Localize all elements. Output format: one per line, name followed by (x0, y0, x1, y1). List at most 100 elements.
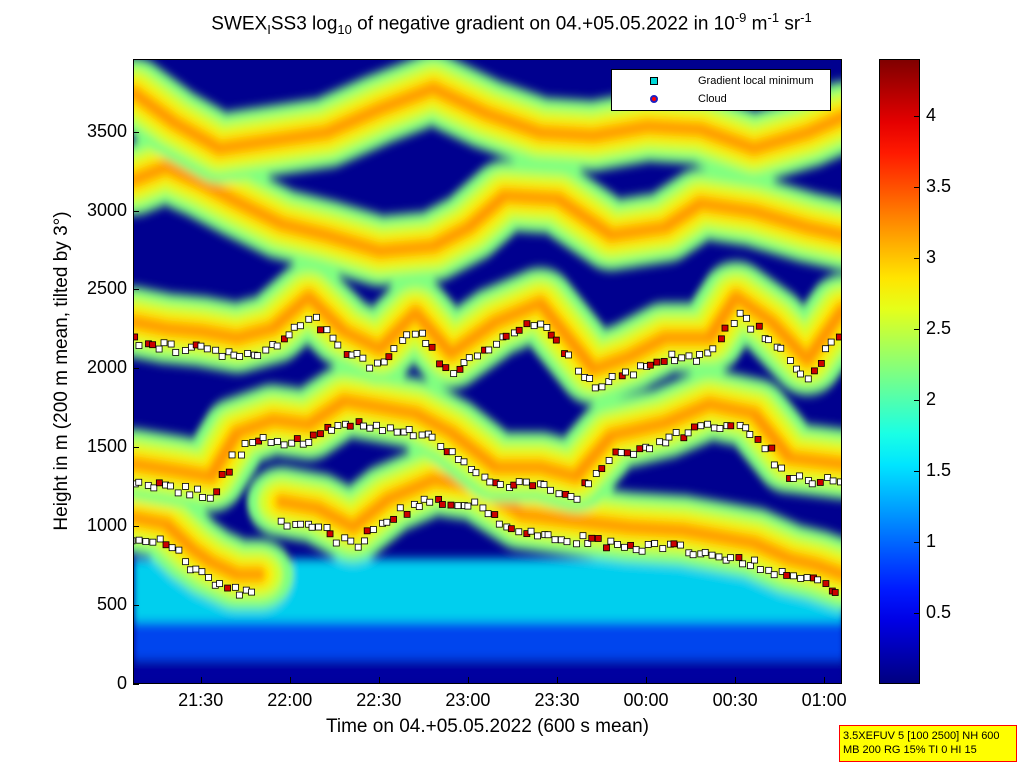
gradient-minimum-marker (557, 536, 565, 544)
cloud-marker (735, 554, 743, 561)
cloud-marker (598, 465, 606, 473)
gradient-minimum-marker (746, 431, 754, 438)
gradient-minimum-marker (297, 520, 305, 528)
gradient-minimum-marker (206, 494, 214, 502)
gradient-minimum-marker (254, 352, 262, 360)
gradient-minimum-marker (194, 485, 201, 493)
x-tick-mark (289, 677, 291, 683)
gradient-minimum-marker (415, 503, 423, 511)
gradient-minimum-marker (454, 502, 462, 510)
y-tick-label: 1500 (86, 436, 127, 457)
cloud-marker (653, 358, 661, 366)
gradient-minimum-marker (481, 473, 489, 481)
gradient-minimum-marker (515, 478, 523, 486)
gradient-minimum-marker (770, 571, 778, 579)
cloud-marker (224, 584, 231, 592)
gradient-minimum-marker (231, 583, 239, 591)
cloud-marker (491, 511, 499, 518)
colorbar-tick-label: 1 (926, 530, 937, 551)
gradient-minimum-marker (182, 558, 189, 566)
cloud-marker (816, 479, 824, 486)
cloud-marker (627, 541, 635, 549)
gradient-minimum-marker (203, 345, 211, 353)
gradient-minimum-marker (216, 580, 223, 588)
gradient-minimum-marker (315, 523, 322, 531)
gradient-minimum-marker (334, 341, 342, 349)
gradient-minimum-marker (150, 484, 158, 492)
cloud-marker (456, 365, 464, 373)
gradient-minimum-marker (172, 349, 180, 356)
heatmap-layer-c-band (134, 393, 841, 484)
cloud-marker (755, 322, 763, 330)
gradient-minimum-marker (419, 329, 426, 337)
gradient-minimum-marker (696, 351, 703, 358)
chart-title: SWEXISS3 log10 of negative gradient on 0… (211, 10, 812, 38)
gradient-minimum-marker (450, 370, 458, 378)
gradient-minimum-marker (277, 517, 285, 525)
gradient-minimum-marker (313, 313, 320, 321)
cloud-marker (831, 589, 839, 596)
red-circle-marker-icon (650, 95, 658, 103)
gradient-minimum-marker (248, 588, 255, 596)
gradient-minimum-marker (787, 357, 794, 364)
gradient-minimum-marker (778, 464, 785, 472)
gradient-minimum-marker (472, 469, 480, 477)
x-tick-mark (824, 677, 826, 683)
cloud-marker (670, 540, 678, 548)
heatmap-layer-d-band (134, 289, 841, 377)
y-axis-label: Height in m (200 m mean, tilted by 3°) (51, 211, 72, 531)
gradient-minimum-marker (495, 520, 503, 528)
cloud-marker (403, 510, 411, 518)
gradient-minimum-marker (396, 504, 404, 512)
heatmap-svg (134, 60, 841, 683)
colorbar-tick-mark (914, 399, 919, 401)
cloud-marker (309, 431, 317, 439)
gradient-minimum-marker (515, 528, 523, 536)
gradient-minimum-marker (471, 498, 479, 506)
cloud-marker (636, 445, 644, 453)
gradient-minimum-marker (743, 314, 750, 322)
colorbar-tick-label: 2 (926, 388, 937, 409)
gradient-minimum-marker (182, 482, 189, 490)
gradient-minimum-marker (426, 498, 434, 506)
gradient-minimum-marker (273, 342, 281, 350)
gradient-minimum-marker (530, 322, 538, 330)
gradient-minimum-marker (547, 486, 554, 494)
gradient-minimum-marker (656, 438, 664, 446)
gradient-minimum-marker (584, 540, 592, 547)
colorbar-tick-label: 3.5 (926, 175, 952, 196)
gradient-minimum-marker (235, 591, 243, 599)
cloud-marker (162, 541, 170, 549)
gradient-minimum-marker (323, 524, 331, 531)
cloud-marker (727, 422, 735, 430)
gradient-minimum-marker (403, 331, 411, 339)
colorbar-tick-mark (914, 186, 919, 188)
gradient-minimum-marker (186, 491, 194, 499)
parameter-infobox: 3.5XEFUV 5 [100 2500] NH 600 MB 200 RG 1… (839, 725, 1017, 762)
gradient-minimum-marker (135, 478, 143, 486)
gradient-minimum-marker (160, 339, 168, 347)
gradient-minimum-marker (149, 538, 157, 546)
y-tick-mark (133, 447, 139, 449)
gradient-minimum-marker (756, 566, 764, 574)
gradient-minimum-marker (672, 429, 680, 436)
y-tick-mark (133, 368, 139, 370)
y-tick-label: 500 (96, 594, 127, 615)
y-tick-label: 2000 (86, 357, 127, 378)
cloud-marker (594, 535, 602, 542)
gradient-minimum-marker (622, 368, 629, 376)
cloud-marker (218, 471, 226, 478)
x-tick-label: 23:00 (445, 690, 491, 710)
x-tick-label: 21:30 (178, 690, 224, 710)
gradient-minimum-marker (704, 349, 712, 357)
gradient-minimum-marker (238, 451, 245, 459)
gradient-minimum-marker (236, 353, 244, 360)
gradient-minimum-marker (632, 546, 640, 554)
x-tick-label: 22:00 (267, 690, 313, 710)
gradient-minimum-marker (305, 438, 313, 446)
colorbar-tick-mark (914, 541, 919, 543)
gradient-minimum-marker (591, 384, 599, 392)
gradient-minimum-marker (708, 551, 716, 559)
gradient-minimum-marker (671, 357, 678, 365)
gradient-minimum-marker (460, 359, 468, 366)
